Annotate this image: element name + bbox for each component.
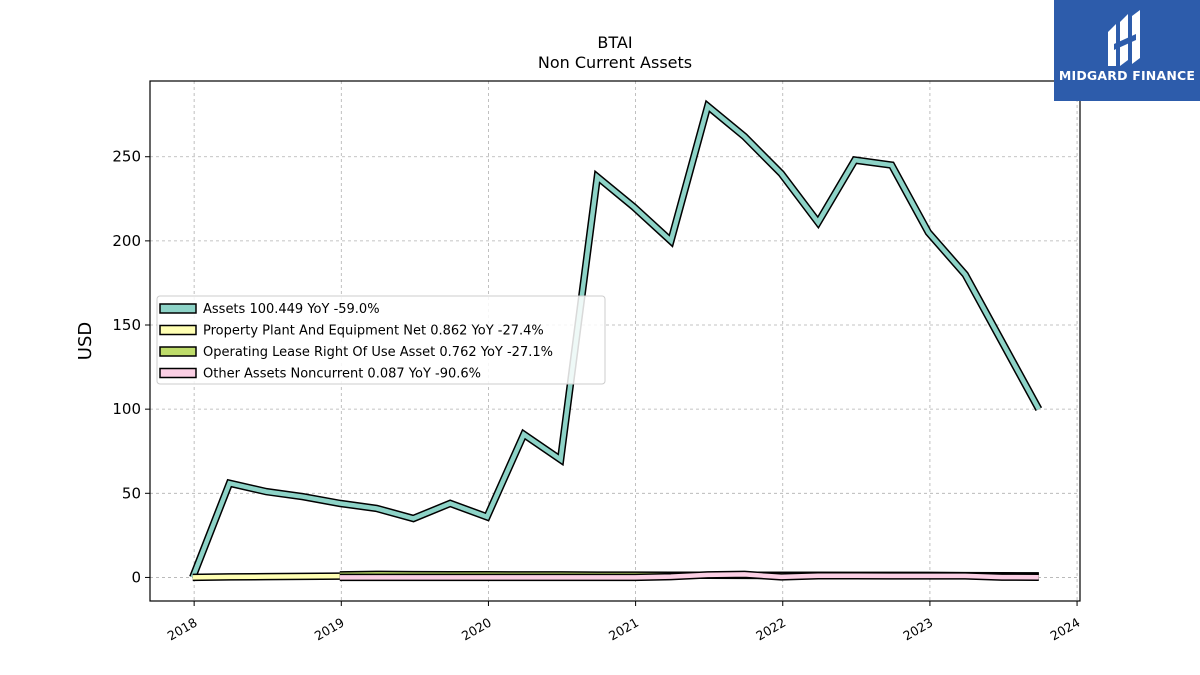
y-tick-label: 200 [112, 232, 141, 250]
plot-frame [149, 80, 1081, 602]
legend-swatch-0 [159, 303, 197, 314]
y-tick-label: 50 [122, 484, 141, 502]
legend-label-3: Other Assets Noncurrent 0.087 YoY -90.6% [203, 367, 481, 382]
x-tick-label: 2018 [165, 615, 200, 644]
y-tick-label: 150 [112, 316, 141, 334]
y-tick-label: 0 [131, 568, 141, 586]
series-line-0 [190, 102, 1041, 579]
y-tick-label: 250 [112, 148, 141, 166]
brand-logo: MIDGARD FINANCE [1054, 0, 1200, 101]
legend-label-2: Operating Lease Right Of Use Asset 0.762… [203, 345, 553, 360]
x-tick-label: 2019 [312, 615, 347, 644]
legend-label-1: Property Plant And Equipment Net 0.862 Y… [203, 324, 544, 339]
chart-subtitle: Non Current Assets [538, 53, 692, 72]
legend-swatch-2 [159, 346, 197, 357]
series-line-3 [339, 572, 1039, 580]
logo-mark-icon [1108, 10, 1140, 66]
axis-ticks: 0 50 100 150 200 250 2018 2019 2020 2021 2022 2023 2… [112, 148, 1082, 644]
legend-box [156, 295, 606, 385]
legend-label-0: Assets 100.449 YoY -59.0% [203, 302, 380, 317]
logo-text: MIDGARD FINANCE [1058, 68, 1196, 83]
legend-swatch-3 [159, 367, 197, 379]
series-layer [189, 99, 1043, 582]
legend-swatch-1 [159, 324, 197, 336]
x-tick-label: 2024 [1048, 615, 1083, 644]
y-tick-label: 100 [112, 400, 141, 418]
legend: Assets 100.449 YoY -59.0% Property Plant … [156, 295, 606, 385]
x-tick-label: 2020 [459, 615, 494, 644]
chart-title: BTAI [597, 33, 632, 52]
x-tick-label: 2023 [900, 615, 935, 644]
x-tick-label: 2021 [606, 615, 641, 644]
y-axis-label: USD [75, 322, 96, 360]
x-tick-label: 2022 [753, 615, 788, 644]
